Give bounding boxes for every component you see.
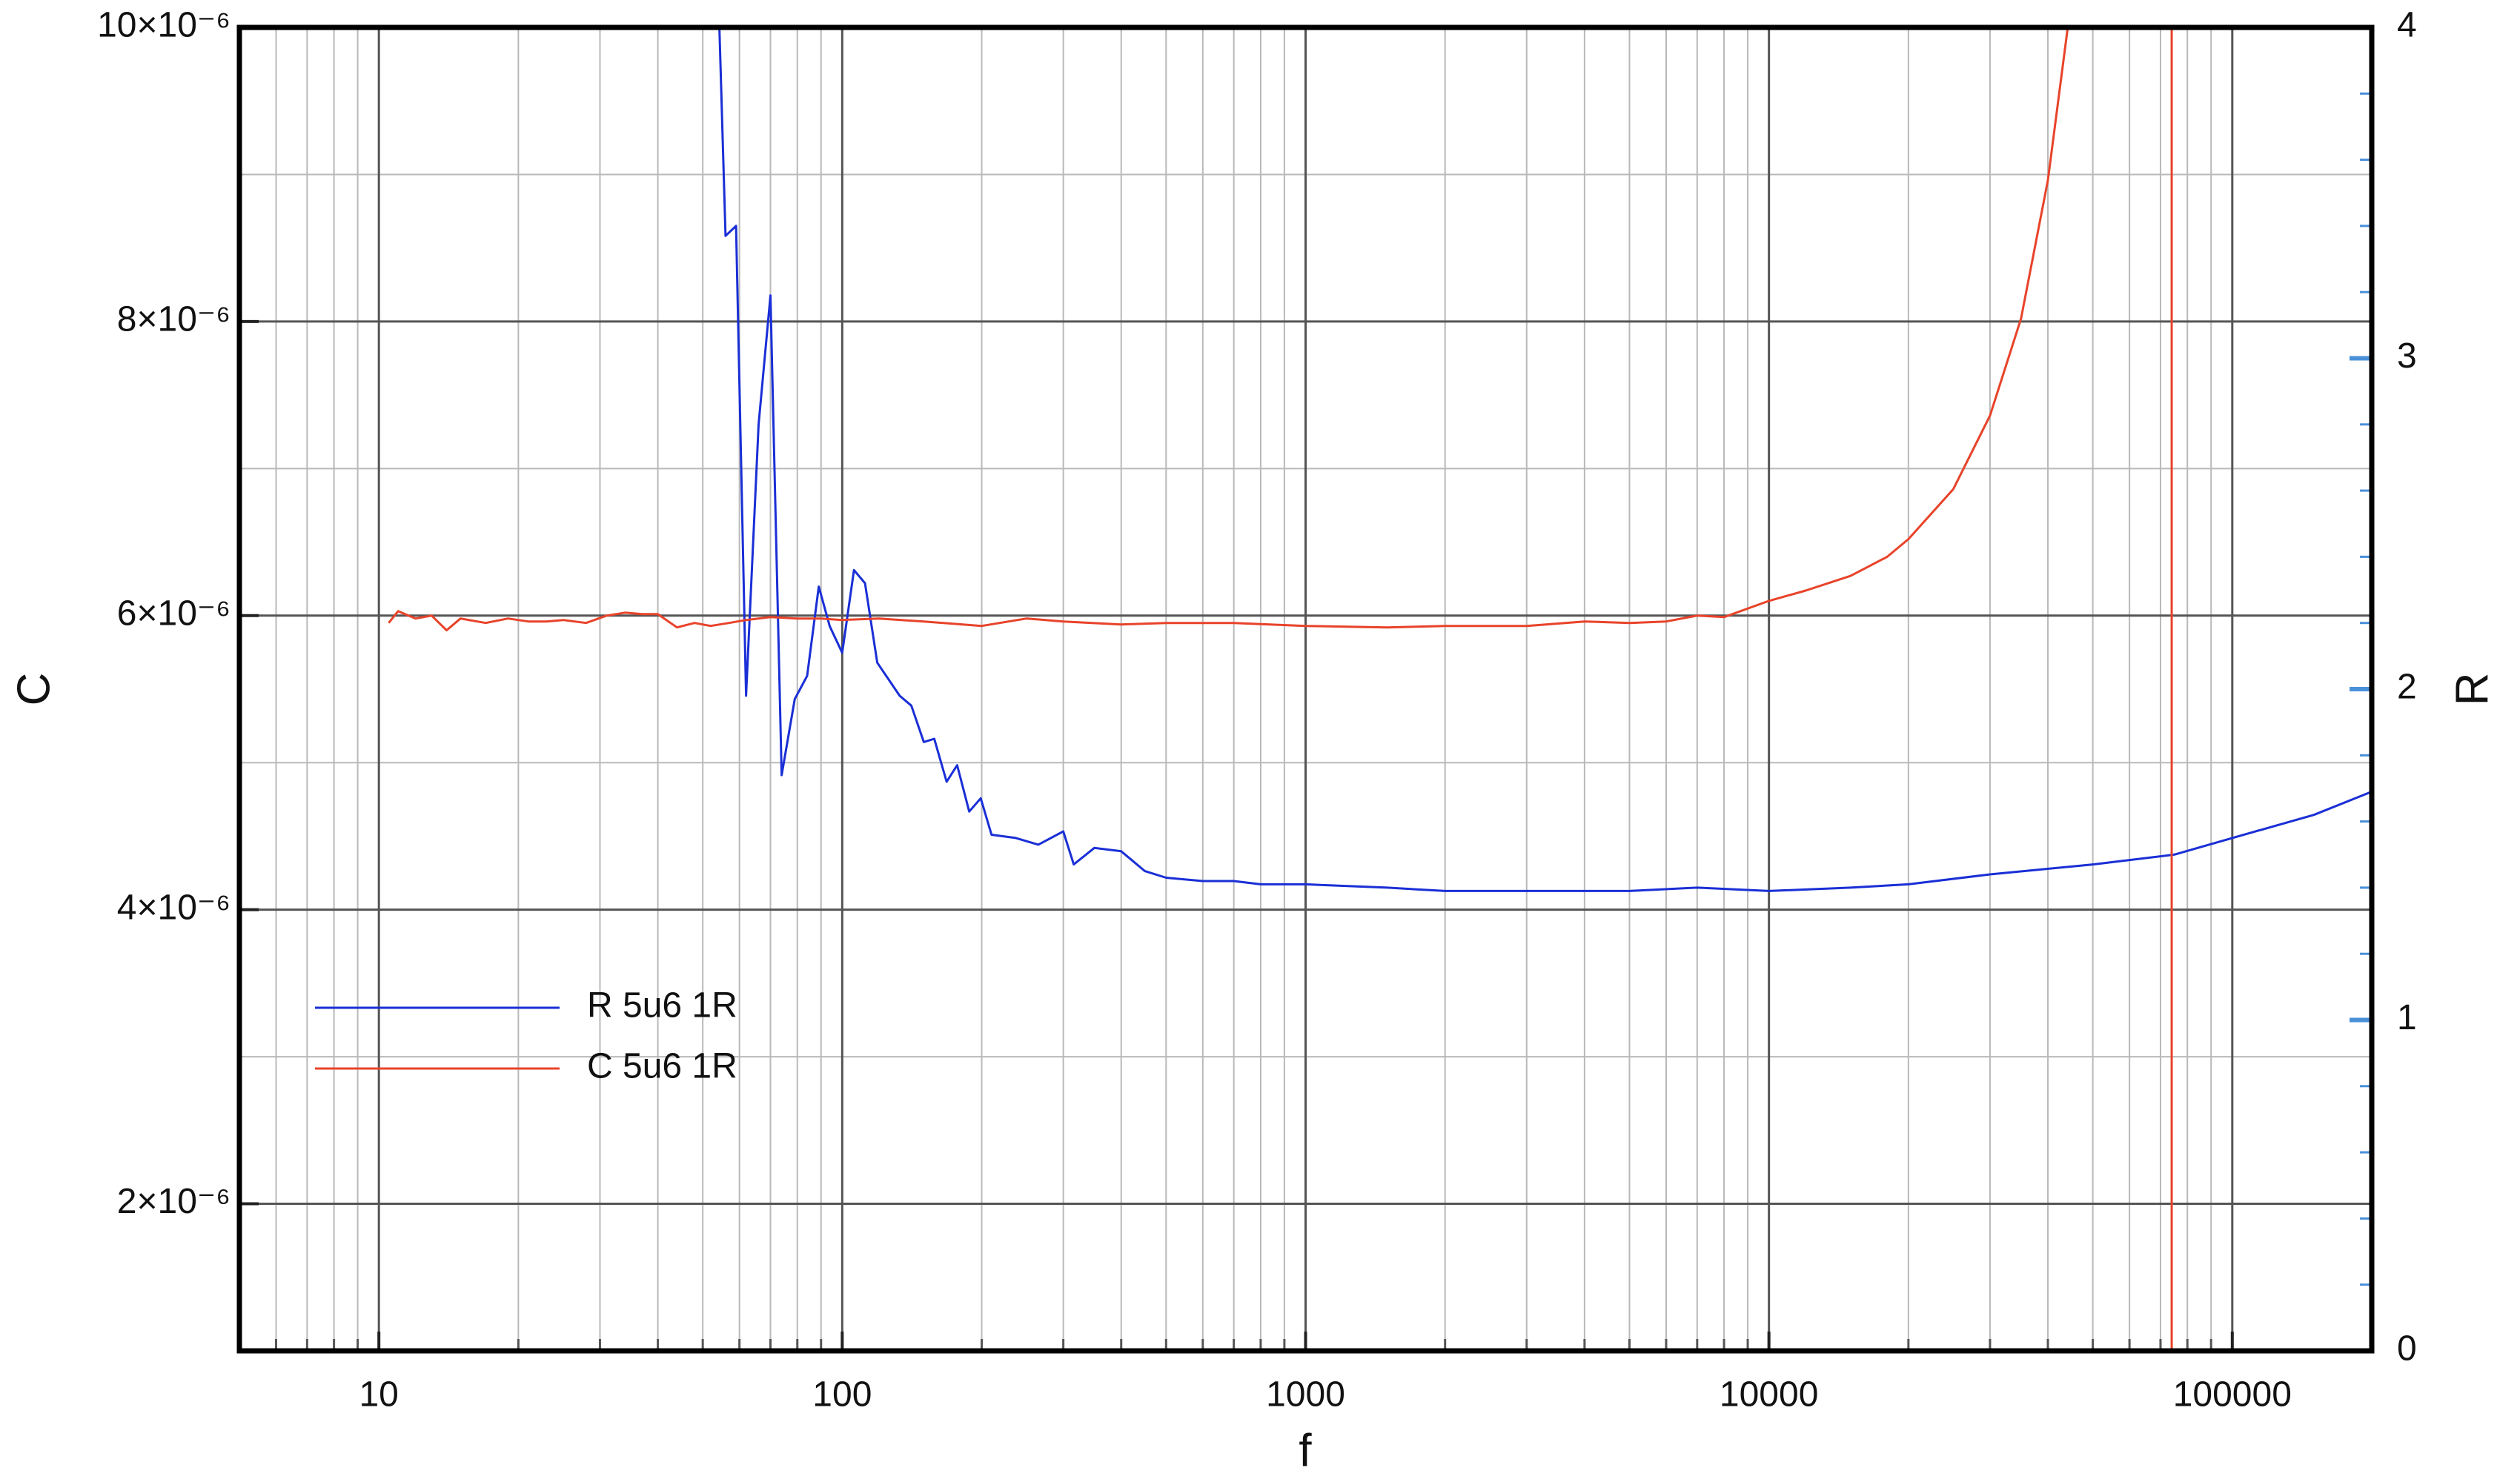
y2-tick-label: 1: [2397, 998, 2417, 1037]
x-axis-label: f: [1299, 1425, 1312, 1476]
x-tick-label: 100: [812, 1375, 872, 1415]
y2-axis-label: R: [2447, 673, 2498, 706]
y2-tick-label: 2: [2397, 668, 2417, 707]
y-tick-label: 10×10⁻⁶: [97, 6, 231, 45]
x-tick-label: 1000: [1266, 1375, 1345, 1415]
y-axis-label: C: [8, 673, 59, 706]
legend-label: C 5u6 1R: [587, 1047, 737, 1086]
legend-label: R 5u6 1R: [587, 986, 737, 1026]
x-tick-label: 100000: [2173, 1375, 2292, 1415]
y-tick-label: 4×10⁻⁶: [117, 888, 231, 927]
y2-tick-label: 4: [2397, 6, 2417, 45]
y-tick-label: 6×10⁻⁶: [117, 594, 231, 633]
plot-frame: [236, 24, 2375, 1354]
x-tick-label: 10000: [1720, 1375, 1818, 1415]
series-line: [388, 27, 2069, 632]
y2-tick-label: 0: [2397, 1329, 2417, 1369]
plot-area: [388, 27, 2372, 892]
y2-tick-label: 3: [2397, 336, 2417, 376]
y-tick-label: 8×10⁻⁶: [117, 300, 231, 339]
y-tick-label: 2×10⁻⁶: [117, 1182, 231, 1221]
series-line: [718, 27, 2372, 892]
x-tick-label: 10: [359, 1375, 398, 1415]
